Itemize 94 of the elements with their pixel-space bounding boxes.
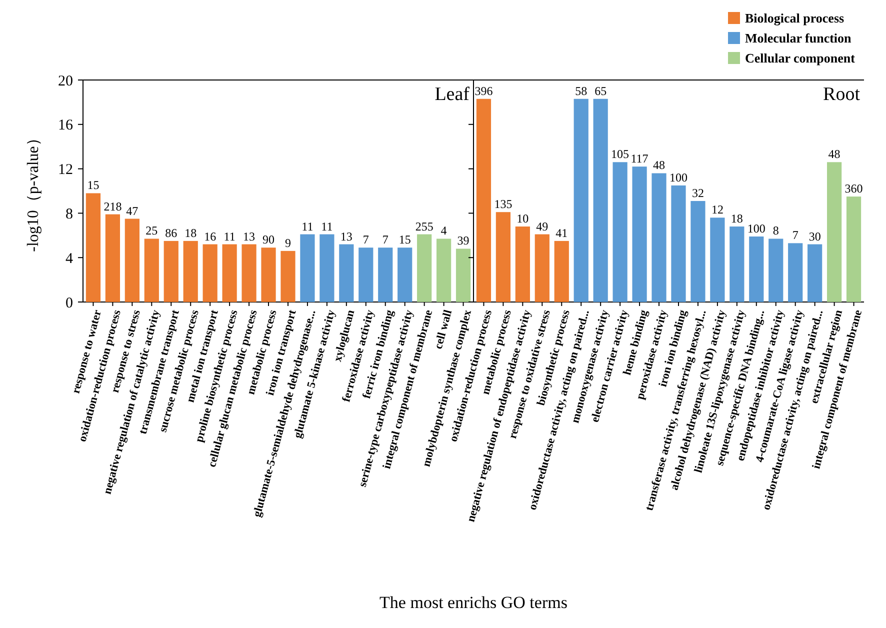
text: 48	[828, 147, 840, 162]
text: 13	[243, 229, 256, 244]
text: 396	[474, 84, 493, 98]
text: 86	[165, 226, 178, 240]
text: 100	[669, 170, 688, 184]
bar	[496, 212, 511, 302]
bar	[690, 200, 706, 302]
bar	[846, 196, 862, 302]
text: 48	[653, 158, 666, 172]
y-tick-label: 16	[58, 118, 74, 134]
bar	[593, 98, 608, 302]
bar	[436, 238, 452, 302]
bar	[144, 238, 159, 302]
text: 11	[224, 229, 236, 244]
y-tick-label: 8	[66, 206, 73, 222]
bar	[339, 244, 354, 302]
x-tick-label: cell wall	[432, 308, 455, 350]
legend-label: Cellular component	[745, 50, 856, 66]
annotation: Leaf	[434, 84, 470, 105]
bar	[183, 240, 198, 302]
legend-label: Biological process	[745, 10, 844, 26]
annotation: Root	[823, 84, 861, 105]
bar	[242, 244, 256, 302]
legend-label: Molecular function	[745, 30, 852, 46]
text: 30	[808, 229, 821, 244]
bar	[671, 185, 686, 302]
text: 18	[730, 212, 743, 226]
text: 16	[204, 229, 216, 244]
y-tick-label: 12	[58, 162, 73, 178]
bar	[476, 98, 492, 302]
text: 100	[747, 222, 766, 236]
bar	[749, 236, 764, 302]
text: 10	[516, 212, 529, 226]
bar	[515, 226, 530, 302]
text: 47	[126, 204, 138, 218]
bar	[632, 166, 647, 302]
text: 18	[184, 226, 197, 240]
bar	[554, 240, 569, 302]
text: 12	[711, 202, 724, 217]
bar	[826, 162, 842, 302]
y-tick-label: 0	[66, 295, 73, 312]
text: 7	[792, 228, 798, 242]
bar	[730, 226, 744, 302]
text: 32	[692, 186, 704, 200]
bar	[202, 244, 218, 302]
bar	[300, 234, 315, 302]
bar	[417, 234, 432, 302]
text: 15	[87, 178, 100, 192]
text: 13	[340, 229, 352, 244]
y-axis-title: -log10（p-value）	[25, 130, 42, 252]
y-tick-label: 4	[66, 250, 74, 267]
text: 11	[321, 219, 333, 234]
bar	[612, 162, 628, 302]
text: 58	[575, 84, 588, 98]
bar	[574, 98, 588, 302]
text: 117	[630, 152, 648, 166]
bar	[456, 248, 471, 302]
text: 218	[104, 199, 122, 214]
text: 360	[844, 182, 863, 196]
text: 41	[556, 226, 568, 240]
text: 105	[611, 147, 630, 162]
text: 8	[772, 224, 779, 238]
bar	[398, 248, 412, 302]
bar	[652, 173, 666, 302]
text: 39	[457, 234, 470, 248]
text: 4	[440, 224, 447, 238]
text: 25	[146, 224, 158, 238]
text: 65	[594, 84, 607, 98]
bar	[86, 193, 101, 302]
text: 255	[415, 219, 434, 234]
text: 90	[262, 232, 275, 247]
text: 11	[302, 219, 314, 234]
bar	[808, 244, 822, 302]
bar	[358, 248, 374, 302]
bar	[788, 243, 803, 302]
text: 7	[362, 232, 369, 247]
text: 7	[382, 232, 388, 247]
bar	[534, 234, 550, 302]
bar	[105, 214, 120, 302]
y-tick-label: 20	[58, 73, 73, 90]
bar	[280, 250, 296, 302]
bar	[164, 240, 178, 302]
bar	[320, 234, 334, 302]
text: 9	[284, 236, 291, 250]
bar	[378, 248, 393, 302]
bar	[768, 238, 784, 302]
bar	[222, 244, 237, 302]
x-axis-title: The most enrichs GO terms	[380, 593, 568, 612]
text: 49	[536, 219, 548, 234]
bar	[261, 248, 276, 302]
text: 135	[494, 197, 512, 212]
text: 15	[398, 232, 411, 247]
bar	[710, 218, 725, 302]
bar	[124, 218, 140, 302]
